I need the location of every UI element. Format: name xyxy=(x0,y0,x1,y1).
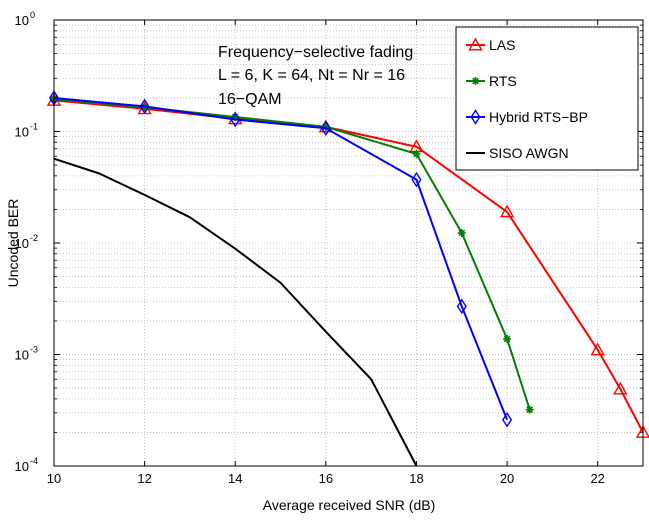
x-axis-label: Average received SNR (dB) xyxy=(263,497,435,513)
annotation-line-3: 16−QAM xyxy=(218,91,282,108)
x-tick-label: 10 xyxy=(47,471,61,486)
y-axis-label: Uncoded BER xyxy=(5,199,21,288)
y-tick-exponent: -3 xyxy=(30,345,38,355)
x-tick-label: 16 xyxy=(319,471,333,486)
legend-entry: SISO AWGN xyxy=(466,145,569,161)
x-tick-label: 22 xyxy=(590,471,604,486)
data-point xyxy=(503,334,512,343)
annotation: Frequency−selective fading L = 6, K = 64… xyxy=(218,44,413,108)
data-point xyxy=(320,120,331,137)
x-tick-label: 20 xyxy=(500,471,514,486)
y-tick-exponent: 0 xyxy=(30,10,35,20)
y-tick-exponent: -1 xyxy=(30,122,38,132)
legend-entry: Hybrid RTS−BP xyxy=(466,109,588,125)
annotation-line-2: L = 6, K = 64, Nt = Nr = 16 xyxy=(218,67,405,84)
y-tick-label: 10 xyxy=(15,348,29,363)
series-line xyxy=(53,99,644,433)
legend-entry: LAS xyxy=(466,37,515,53)
series-3 xyxy=(53,157,418,467)
legend-label: LAS xyxy=(489,37,515,53)
series-line xyxy=(53,157,418,467)
data-point xyxy=(613,381,628,395)
y-tick-label: 10 xyxy=(15,125,29,140)
legend-label: SISO AWGN xyxy=(489,145,569,161)
legend-label: Hybrid RTS−BP xyxy=(489,109,588,125)
legend-box xyxy=(455,26,639,171)
x-tick-label: 14 xyxy=(228,471,242,486)
legend-label: RTS xyxy=(489,73,517,89)
data-point xyxy=(457,228,466,237)
legend-swatch-marker xyxy=(471,77,480,85)
series-line xyxy=(53,96,509,421)
data-point xyxy=(525,405,534,414)
data-point xyxy=(139,98,150,115)
y-tick-label: 10 xyxy=(15,459,29,474)
legend-entry: RTS xyxy=(466,73,517,89)
legend-swatch-marker xyxy=(470,109,481,125)
data-point xyxy=(456,298,467,315)
x-tick-label: 12 xyxy=(137,471,151,486)
y-tick-label: 10 xyxy=(15,13,29,28)
annotation-line-1: Frequency−selective fading xyxy=(218,44,413,61)
grid xyxy=(54,20,643,466)
y-tick-exponent: -4 xyxy=(30,456,38,466)
legend-swatch-marker xyxy=(468,37,483,51)
series-2 xyxy=(48,90,513,428)
x-tick-label: 18 xyxy=(409,471,423,486)
data-point xyxy=(502,411,513,428)
y-tick-label: 10 xyxy=(15,236,29,251)
legend: LAS RTS Hybrid RTS−BP SISO AWGN xyxy=(455,26,639,171)
data-point xyxy=(411,171,422,188)
data-point xyxy=(230,111,241,128)
data-point xyxy=(590,342,605,356)
data-point xyxy=(412,149,421,158)
series-group xyxy=(46,90,649,467)
y-tick-exponent: -2 xyxy=(30,233,38,243)
data-point xyxy=(499,204,515,218)
